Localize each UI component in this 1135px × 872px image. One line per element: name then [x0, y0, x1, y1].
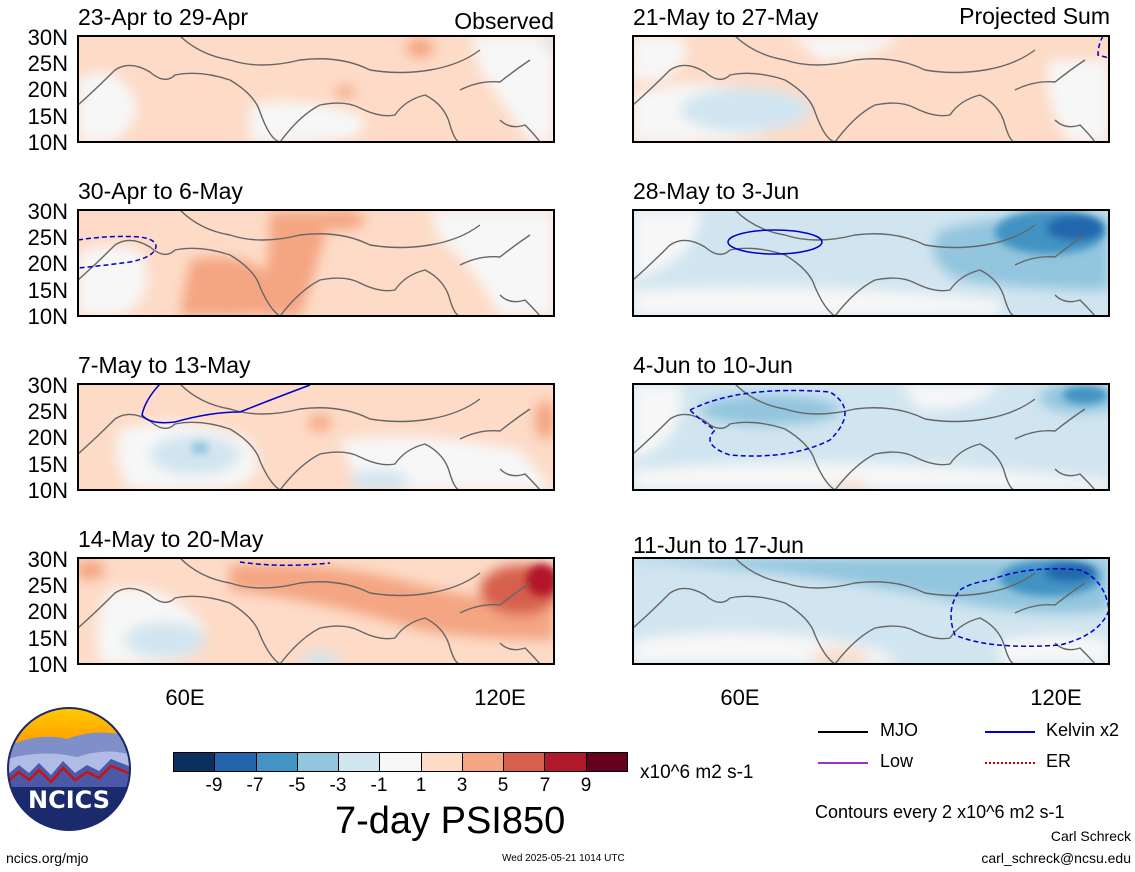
lat-tick: 30N — [27, 547, 68, 572]
panel-title-5: 21-May to 27-May — [633, 4, 819, 30]
map-panel-2 — [78, 210, 554, 316]
legend-swatch-low — [818, 762, 868, 764]
lat-tick: 20N — [27, 425, 68, 450]
lon-tick-60e-right: 60E — [720, 685, 760, 710]
lat-tick: 15N — [27, 104, 68, 129]
map-panel-6 — [633, 210, 1109, 316]
footer-url[interactable]: ncics.org/mjo — [6, 850, 89, 866]
colorbar-tick: -3 — [329, 775, 347, 796]
colorbar-swatch — [420, 753, 462, 771]
footer-email[interactable]: carl_schreck@ncsu.edu — [981, 850, 1131, 866]
panel-title-1: 23-Apr to 29-Apr — [78, 4, 249, 30]
colorbar-swatch — [338, 753, 380, 771]
colorbar — [173, 752, 628, 772]
legend-swatch-kelvin — [985, 731, 1035, 733]
colorbar-swatch — [544, 753, 586, 771]
panel-frames — [77, 35, 1110, 665]
colorbar-swatch — [503, 753, 545, 771]
panel-title-6: 28-May to 3-Jun — [633, 178, 800, 204]
lat-tick: 30N — [27, 25, 68, 50]
colorbar-tick: -9 — [205, 775, 223, 796]
colorbar-tick: -1 — [370, 775, 388, 796]
colorbar-swatch — [585, 753, 627, 771]
lat-tick: 15N — [27, 278, 68, 303]
projected-label: Projected Sum — [959, 3, 1110, 29]
lat-tick: 10N — [27, 304, 68, 329]
lat-tick: 15N — [27, 626, 68, 651]
colorbar-swatch — [379, 753, 421, 771]
map-panel-1 — [78, 36, 554, 142]
legend-swatch-mjo — [818, 731, 868, 733]
colorbar-units: x10^6 m2 s-1 — [640, 762, 754, 783]
lat-tick: 25N — [27, 51, 68, 76]
footer-timestamp: Wed 2025-05-21 1014 UTC — [502, 853, 625, 864]
lon-tick-120e-left: 120E — [474, 685, 526, 710]
colorbar-tick: 5 — [497, 775, 509, 796]
contour-note: Contours every 2 x10^6 m2 s-1 — [815, 802, 1065, 822]
lon-tick-60e-left: 60E — [165, 685, 205, 710]
colorbar-swatch — [461, 753, 504, 771]
map-panels — [77, 35, 1110, 665]
lat-tick: 30N — [27, 199, 68, 224]
lat-tick: 20N — [27, 77, 68, 102]
panel-title-8: 11-Jun to 17-Jun — [633, 532, 804, 558]
colorbar-swatch — [214, 753, 256, 771]
lat-tick: 10N — [27, 478, 68, 503]
lat-tick: 10N — [27, 130, 68, 155]
lat-tick: 30N — [27, 373, 68, 398]
colorbar-tick: -5 — [288, 775, 306, 796]
panel-title-7: 4-Jun to 10-Jun — [633, 352, 793, 378]
lat-tick: 25N — [27, 399, 68, 424]
ncics-logo — [7, 707, 131, 831]
map-panel-3 — [78, 384, 554, 490]
map-panel-8 — [633, 558, 1109, 664]
map-panel-5 — [633, 36, 1109, 142]
logo-text: NCICS — [28, 786, 110, 814]
legend-label-er: ER — [1046, 751, 1072, 771]
panel-title-2: 30-Apr to 6-May — [78, 178, 243, 204]
colorbar-tick: -7 — [246, 775, 264, 796]
colorbar-swatch — [174, 753, 215, 771]
observed-label: Observed — [454, 8, 554, 34]
map-panel-7 — [633, 384, 1109, 490]
colorbar-tick: 9 — [580, 775, 592, 796]
lat-tick: 10N — [27, 652, 68, 677]
main-title: 7-day PSI850 — [335, 800, 566, 842]
coastlines — [78, 36, 1096, 664]
lat-tick: 20N — [27, 599, 68, 624]
map-panel-4 — [78, 558, 554, 664]
colorbar-tick: 3 — [456, 775, 468, 796]
lat-tick: 20N — [27, 251, 68, 276]
legend-label-low: Low — [880, 751, 914, 771]
lat-tick: 25N — [27, 225, 68, 250]
panel-title-3: 7-May to 13-May — [78, 352, 251, 378]
panel-title-4: 14-May to 20-May — [78, 526, 264, 552]
colorbar-swatch — [255, 753, 297, 771]
colorbar-swatch — [296, 753, 339, 771]
colorbar-tick: 7 — [539, 775, 551, 796]
colorbar-tick: 1 — [415, 775, 427, 796]
legend-label-mjo: MJO — [880, 720, 918, 740]
legend-label-kelvin: Kelvin x2 — [1046, 720, 1120, 740]
lat-tick: 25N — [27, 573, 68, 598]
lat-tick: 15N — [27, 452, 68, 477]
legend-swatch-er — [985, 762, 1035, 764]
kelvin-contours — [78, 36, 1109, 647]
lon-tick-120e-right: 120E — [1030, 685, 1082, 710]
footer-author: Carl Schreck — [1050, 828, 1131, 844]
